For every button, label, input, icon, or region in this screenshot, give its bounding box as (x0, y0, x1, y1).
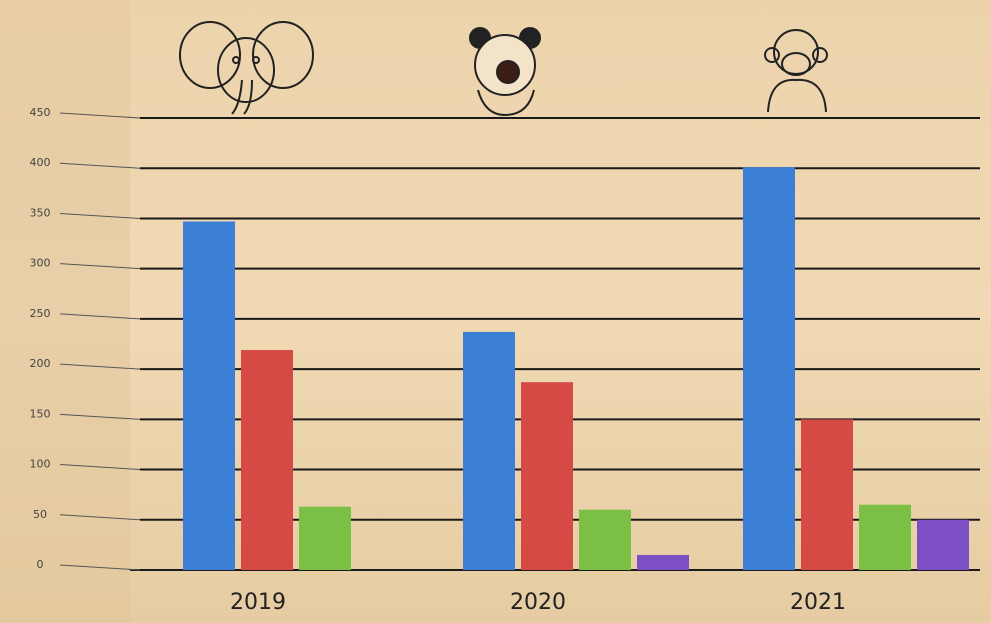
y-tick-label: 250 (30, 307, 51, 320)
tick-connector (59, 212, 141, 219)
axis-panel (0, 0, 130, 623)
y-tick-label: 350 (30, 206, 51, 219)
tick-connector (59, 564, 141, 571)
y-tick-label: 0 (37, 558, 44, 571)
monkey-icon (764, 29, 828, 113)
elephant-icon (179, 21, 314, 115)
bar (743, 167, 795, 570)
bar (801, 419, 853, 570)
bar (579, 509, 631, 570)
tick-connector (59, 162, 141, 169)
y-tick-label: 200 (30, 357, 51, 370)
x-tick-label: 2019 (230, 590, 286, 615)
y-tick-label: 100 (30, 458, 51, 471)
tick-connector (59, 313, 141, 320)
tick-connector (59, 413, 141, 420)
y-tick-label: 300 (30, 257, 51, 270)
bar (241, 350, 293, 570)
bar (637, 554, 689, 570)
bar (183, 221, 235, 571)
bar (463, 331, 515, 570)
bar (521, 382, 573, 570)
bar (917, 519, 969, 570)
tick-connector (59, 263, 141, 270)
y-tick-label: 450 (30, 106, 51, 119)
tick-connector (59, 464, 141, 471)
x-tick-label: 2021 (790, 590, 846, 615)
x-tick-label: 2020 (510, 590, 566, 615)
bar (859, 504, 911, 570)
y-tick-label: 400 (30, 156, 51, 169)
tick-connector (59, 514, 141, 521)
tick-connector (59, 363, 141, 370)
y-tick-label: 150 (30, 407, 51, 420)
y-tick-label: 50 (33, 508, 47, 521)
tick-connector (59, 112, 141, 119)
bear-icon (469, 27, 541, 117)
bar (299, 506, 351, 570)
